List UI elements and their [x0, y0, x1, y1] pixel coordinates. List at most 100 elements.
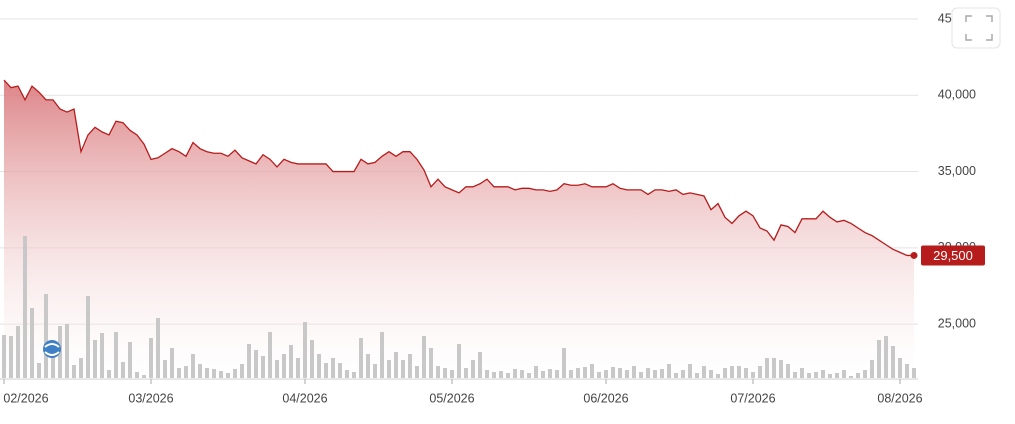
volume-bar — [23, 236, 27, 378]
volume-bar — [674, 373, 678, 378]
volume-bar — [751, 372, 755, 378]
volume-bar — [492, 372, 496, 378]
volume-bar — [450, 370, 454, 378]
volume-bar — [828, 374, 832, 378]
x-tick-label: 07/2026 — [730, 391, 775, 405]
volume-bar — [205, 368, 209, 378]
volume-bar — [121, 362, 125, 378]
volume-bar — [86, 296, 90, 378]
volume-bar — [275, 360, 279, 378]
volume-bar — [177, 368, 181, 378]
x-tick-label: 06/2026 — [583, 391, 628, 405]
volume-bar — [219, 371, 223, 378]
volume-bar — [443, 368, 447, 378]
volume-bar — [415, 366, 419, 378]
volume-bar — [366, 354, 370, 378]
volume-bar — [583, 367, 587, 378]
volume-bar — [296, 358, 300, 378]
volume-bar — [324, 363, 328, 378]
volume-bar — [261, 356, 265, 378]
volume-bar — [821, 370, 825, 378]
volume-bar — [429, 348, 433, 378]
volume-bar — [737, 366, 741, 378]
volume-bar — [548, 369, 552, 378]
volume-bar — [373, 364, 377, 378]
volume-bar — [744, 368, 748, 378]
volume-bar — [646, 368, 650, 378]
volume-bar — [772, 358, 776, 378]
volume-bar — [709, 370, 713, 378]
volume-bar — [65, 324, 69, 378]
volume-bar — [142, 375, 146, 378]
volume-bar — [730, 366, 734, 378]
volume-bar — [478, 352, 482, 378]
volume-bar — [289, 345, 293, 378]
volume-bar — [268, 332, 272, 378]
volume-bar — [856, 373, 860, 378]
volume-bar — [660, 369, 664, 378]
volume-bar — [16, 326, 20, 378]
volume-bar — [310, 340, 314, 378]
x-tick-label: 03/2026 — [128, 391, 173, 405]
volume-bar — [100, 333, 104, 378]
volume-bar — [2, 335, 6, 378]
last-price-dot — [910, 251, 918, 259]
volume-bar — [184, 366, 188, 378]
volume-bar — [590, 364, 594, 378]
volume-bar — [688, 364, 692, 378]
volume-bar — [317, 354, 321, 378]
volume-bar — [541, 371, 545, 378]
volume-bar — [604, 370, 608, 378]
volume-bar — [464, 368, 468, 378]
volume-bar — [534, 366, 538, 378]
volume-bar — [506, 373, 510, 378]
volume-bar — [485, 370, 489, 378]
volume-bar — [359, 338, 363, 378]
y-tick-label: 35,000 — [938, 164, 976, 178]
volume-bar — [156, 318, 160, 378]
volume-bar — [597, 372, 601, 378]
volume-bar — [618, 368, 622, 378]
volume-bar — [632, 366, 636, 378]
volume-bar — [898, 358, 902, 378]
volume-bar — [247, 344, 251, 378]
volume-bar — [912, 368, 916, 378]
volume-bar — [37, 363, 41, 378]
y-tick-label: 40,000 — [938, 88, 976, 102]
volume-bar — [471, 360, 475, 378]
volume-bar — [891, 346, 895, 378]
volume-bar — [135, 372, 139, 378]
volume-bar — [849, 376, 853, 378]
y-tick-label: 25,000 — [938, 316, 976, 330]
volume-bar — [569, 370, 573, 378]
volume-bar — [163, 360, 167, 378]
fullscreen-button[interactable] — [951, 7, 1001, 49]
volume-bar — [520, 370, 524, 378]
volume-bar — [149, 338, 153, 378]
volume-bar — [282, 354, 286, 378]
volume-bar — [401, 360, 405, 378]
volume-bar — [387, 360, 391, 378]
volume-bar — [212, 369, 216, 378]
volume-bar — [576, 368, 580, 378]
volume-bar — [513, 369, 517, 378]
volume-bar — [128, 342, 132, 378]
volume-bar — [408, 354, 412, 378]
logo-icon — [43, 340, 61, 358]
volume-bar — [765, 358, 769, 378]
volume-bar — [611, 367, 615, 378]
volume-bar — [905, 364, 909, 378]
x-tick-label: 02/2026 — [3, 391, 48, 405]
volume-bar — [807, 373, 811, 378]
volume-bar — [254, 350, 258, 378]
x-tick-label: 08/2026 — [877, 391, 922, 405]
volume-bar — [527, 373, 531, 378]
volume-bar — [422, 336, 426, 378]
x-tick-label: 05/2026 — [429, 391, 474, 405]
volume-bar — [394, 352, 398, 378]
volume-bar — [114, 332, 118, 378]
volume-bar — [814, 372, 818, 378]
volume-bar — [457, 344, 461, 378]
volume-bar — [625, 370, 629, 378]
